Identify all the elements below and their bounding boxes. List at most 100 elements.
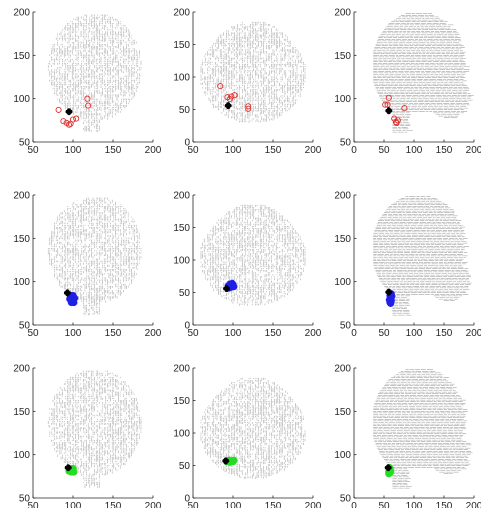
y-tick-label: 200 (334, 8, 351, 19)
x-tick-label: 50 (187, 501, 199, 508)
source-marker-8 (228, 279, 236, 288)
reference-marker (385, 107, 393, 115)
reference-marker (223, 285, 231, 293)
point-cloud-marks (200, 377, 306, 479)
source-marker-10 (66, 294, 75, 302)
source-marker-6 (69, 116, 77, 123)
y-tick-label: 100 (13, 277, 30, 288)
source-marker-7 (394, 117, 401, 124)
source-marker-8 (84, 95, 91, 102)
x-tick-label: 150 (436, 145, 453, 156)
source-marker-1 (55, 106, 62, 113)
y-tick-label: 50 (179, 105, 191, 116)
x-tick-label: 100 (406, 501, 423, 508)
source-marker-1 (217, 83, 224, 90)
source-marker-1 (382, 101, 389, 108)
source-marker-7 (230, 456, 238, 464)
source-marker-6 (245, 103, 252, 110)
y-tick-label: 50 (340, 494, 352, 505)
x-tick-label: 200 (466, 145, 481, 156)
y-tick-label: 50 (19, 321, 31, 332)
x-tick-label: 200 (145, 145, 162, 156)
source-marker-8 (401, 105, 408, 112)
x-tick-label: 50 (27, 328, 39, 339)
y-tick-label: 200 (13, 8, 30, 19)
reference-marker (384, 464, 392, 472)
y-tick-label: 150 (334, 407, 351, 418)
y-tick-label: 100 (173, 73, 190, 84)
y-tick-label: 0 (184, 321, 190, 332)
y-tick-label: 150 (173, 223, 190, 234)
source-marker-4 (228, 93, 235, 100)
x-tick-label: 200 (466, 328, 481, 339)
y-tick-label: 50 (179, 461, 191, 472)
y-tick-label: 200 (13, 364, 30, 375)
point-cloud-marks (47, 370, 142, 489)
y-tick-label: 0 (184, 494, 190, 505)
x-tick-label: 100 (406, 328, 423, 339)
x-tick-label: 100 (225, 145, 242, 156)
x-tick-label: 50 (187, 145, 199, 156)
y-tick-label: 100 (173, 429, 190, 440)
x-tick-label: 0 (351, 328, 357, 339)
y-tick-label: 200 (334, 191, 351, 202)
x-tick-label: 150 (265, 145, 282, 156)
brain-point-cloud (47, 197, 142, 316)
source-marker-3 (385, 94, 392, 101)
point-cloud-marks (373, 196, 472, 316)
brain-point-cloud (47, 14, 142, 133)
x-tick-label: 200 (466, 501, 481, 508)
y-tick-label: 50 (340, 138, 352, 149)
panel-r3-c1: 50 100 150 200 50 100 150 200 (13, 364, 161, 508)
x-tick-label: 200 (145, 328, 162, 339)
x-tick-label: 0 (351, 501, 357, 508)
point-cloud-marks (373, 369, 473, 489)
y-tick-label: 200 (173, 364, 190, 375)
x-tick-label: 200 (145, 501, 162, 508)
reference-marker (222, 457, 230, 465)
source-marker-8 (386, 299, 395, 307)
reference-marker (65, 108, 73, 116)
source-marker-9 (85, 102, 92, 109)
reference-marker (224, 102, 232, 110)
source-marker-5 (231, 92, 238, 99)
x-tick-label: 150 (105, 145, 122, 156)
y-tick-label: 50 (340, 321, 352, 332)
x-tick-label: 150 (265, 501, 282, 508)
panel-r1-c1: 50 100 150 200 50 100 150 200 (13, 8, 161, 157)
y-tick-label: 0 (184, 138, 190, 149)
point-cloud-marks (373, 13, 474, 133)
y-tick-label: 200 (334, 364, 351, 375)
x-tick-label: 0 (351, 145, 357, 156)
source-marker-5 (392, 119, 400, 126)
source-marker-2 (60, 118, 67, 125)
x-tick-label: 50 (27, 145, 39, 156)
brain-point-cloud (47, 370, 142, 489)
y-tick-label: 150 (13, 234, 30, 245)
x-tick-label: 100 (225, 501, 242, 508)
y-tick-label: 100 (13, 450, 30, 461)
x-tick-label: 100 (65, 328, 82, 339)
y-tick-label: 150 (173, 396, 190, 407)
brain-point-cloud (200, 204, 306, 306)
axes: 50 100 150 200 50 100 150 200 (13, 8, 161, 157)
y-tick-label: 100 (334, 94, 351, 105)
axes: 50 100 150 200 50 100 150 200 (13, 191, 161, 340)
brain-point-cloud (373, 369, 473, 489)
x-tick-label: 100 (65, 501, 82, 508)
y-tick-label: 200 (173, 191, 190, 202)
x-tick-label: 100 (406, 145, 423, 156)
source-marker-7 (73, 115, 80, 122)
brain-point-cloud (373, 196, 472, 316)
x-tick-label: 50 (378, 501, 390, 508)
y-tick-label: 200 (173, 8, 190, 19)
point-cloud-marks (47, 197, 142, 316)
panel-r2-c1: 50 100 150 200 50 100 150 200 (13, 191, 161, 340)
x-tick-label: 150 (436, 501, 453, 508)
